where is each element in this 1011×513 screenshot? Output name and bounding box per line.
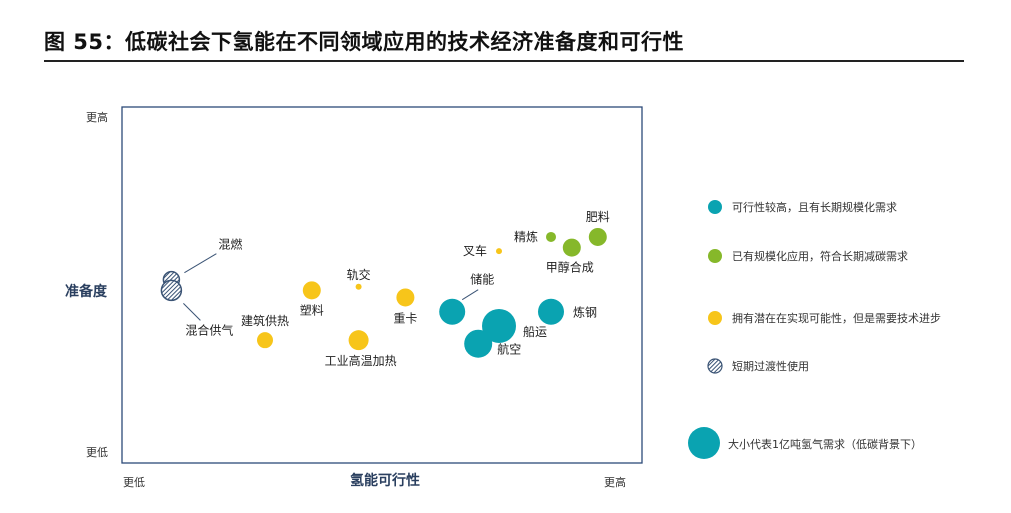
bubble-label: 航空 [497, 342, 521, 357]
x-axis-label: 氢能可行性 [350, 472, 420, 489]
bubble-label: 工业高温加热 [325, 353, 397, 368]
legend-label-teal: 可行性较高，且有长期规模化需求 [732, 200, 897, 214]
legend-label-hatch: 短期过渡性使用 [732, 359, 809, 373]
legend-marker-hatch [707, 358, 723, 374]
bubble-label: 甲醇合成 [546, 260, 594, 275]
y-tick-label-high: 更高 [86, 110, 108, 124]
bubble-yellow [496, 248, 502, 255]
bubble-yellow [355, 283, 362, 290]
bubble-teal [439, 298, 466, 325]
bubble-hatch [160, 279, 183, 302]
bubble-label: 轨交 [347, 267, 371, 282]
bubble-green [588, 227, 607, 246]
legend-marker-yellow [708, 311, 722, 325]
bubble-yellow [396, 288, 415, 307]
bubble-label: 炼钢 [573, 305, 597, 320]
bubble-yellow [302, 281, 321, 300]
bubble-green [562, 238, 581, 257]
plot-area [121, 106, 643, 464]
bubble-label: 塑料 [300, 302, 324, 317]
y-tick-label-low: 更低 [86, 446, 108, 459]
bubble-label: 混燃 [218, 237, 242, 252]
x-tick-label-low: 更低 [123, 476, 145, 489]
bubble-label: 储能 [470, 272, 494, 287]
y-axis-label: 准备度 [65, 283, 108, 300]
bubble-teal [538, 298, 564, 325]
bubble-teal [482, 308, 516, 343]
leader-line [184, 253, 217, 274]
legend-label-size: 大小代表1亿吨氢气需求（低碳背景下） [728, 437, 922, 451]
bubble-label: 建筑供热 [241, 313, 289, 328]
bubble-label: 肥料 [586, 210, 610, 224]
leader-line [183, 302, 201, 321]
legend-label-green: 已有规模化应用，符合长期减碳需求 [732, 249, 908, 263]
legend-marker-teal [708, 200, 722, 214]
bubble-label: 船运 [523, 325, 547, 339]
legend-label-yellow: 拥有潜在在实现可能性，但是需要技术进步 [732, 311, 941, 325]
title-divider [44, 60, 964, 62]
bubble-label: 精炼 [514, 229, 538, 244]
bubble-yellow [257, 332, 273, 349]
bubble-green [546, 231, 556, 242]
legend-marker-size [688, 427, 720, 459]
bubble-label: 混合供气 [185, 322, 233, 337]
x-tick-label-high: 更高 [604, 475, 626, 489]
bubble-label: 叉车 [463, 243, 487, 258]
figure-title: 图 55：低碳社会下氢能在不同领域应用的技术经济准备度和可行性 [44, 30, 685, 54]
bubble-yellow [348, 330, 369, 351]
bubble-teal [464, 329, 493, 358]
leader-line [461, 289, 479, 301]
legend-marker-green [708, 249, 722, 263]
bubble-label: 重卡 [393, 311, 417, 325]
